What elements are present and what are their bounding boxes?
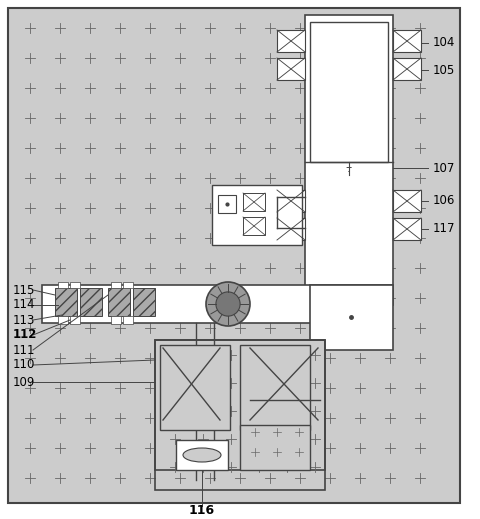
Bar [240, 345, 310, 430]
Text: 113: 113 [13, 313, 36, 326]
Circle shape [206, 282, 250, 326]
Bar [393, 218, 421, 240]
Bar [243, 217, 265, 235]
Bar [277, 218, 305, 240]
Text: 110: 110 [13, 359, 36, 372]
Bar [133, 288, 155, 316]
Bar [176, 440, 228, 470]
Text: 105: 105 [433, 63, 455, 76]
Bar [212, 185, 302, 245]
Bar [243, 193, 265, 211]
Text: 104: 104 [433, 36, 456, 49]
Bar [123, 316, 133, 324]
Bar [55, 288, 77, 316]
Bar [108, 288, 130, 316]
Bar [58, 316, 68, 324]
Bar [160, 345, 230, 430]
Text: 114: 114 [13, 298, 36, 311]
Bar [218, 195, 236, 213]
Bar [111, 316, 121, 324]
Text: 116: 116 [189, 503, 215, 516]
Text: 111: 111 [13, 344, 36, 357]
Bar [80, 288, 102, 316]
Text: 109: 109 [13, 376, 36, 389]
Ellipse shape [183, 448, 221, 462]
Text: 106: 106 [433, 195, 456, 208]
Bar [70, 282, 80, 288]
Bar [155, 340, 325, 490]
Text: 115: 115 [13, 283, 36, 296]
Text: 117: 117 [433, 223, 456, 236]
Bar [123, 282, 133, 288]
Bar [310, 22, 388, 162]
Bar [42, 285, 392, 323]
Bar [70, 316, 80, 324]
Text: ·: · [347, 167, 351, 177]
Text: 107: 107 [433, 161, 456, 174]
Bar [310, 285, 393, 350]
Bar [58, 282, 68, 288]
Bar [393, 30, 421, 52]
Bar [277, 30, 305, 52]
Bar [393, 58, 421, 80]
Text: 112: 112 [13, 329, 37, 342]
Bar [111, 282, 121, 288]
Bar [277, 58, 305, 80]
Bar [277, 190, 305, 212]
Bar [155, 340, 325, 470]
Text: –: – [346, 161, 352, 174]
Bar [240, 425, 310, 470]
Bar [305, 15, 393, 305]
Bar [393, 190, 421, 212]
Circle shape [216, 292, 240, 316]
